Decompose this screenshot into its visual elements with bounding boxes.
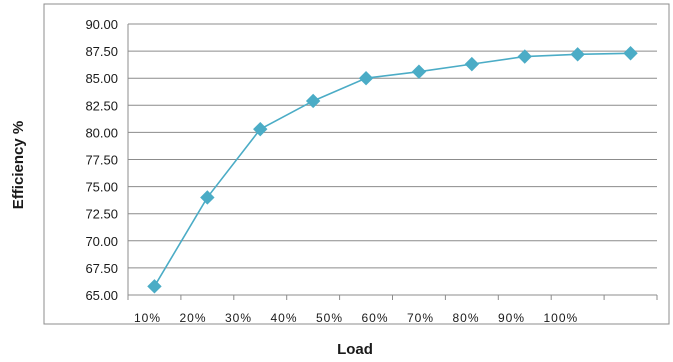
series-line bbox=[153, 52, 631, 287]
data-point-marker bbox=[623, 46, 638, 61]
x-tick-labels: 10% 20% 30% 40% 50% 60% 70% 80% 90% 100% bbox=[134, 311, 579, 325]
gridlines bbox=[128, 23, 657, 269]
data-point-marker bbox=[253, 121, 268, 137]
x-tick-label: 90% bbox=[498, 311, 525, 325]
data-point-marker bbox=[464, 56, 480, 72]
axes bbox=[127, 24, 658, 300]
y-tick-label: 90.00 bbox=[85, 17, 118, 32]
data-point-marker bbox=[570, 47, 585, 62]
x-tick-label: 50% bbox=[316, 311, 343, 325]
series bbox=[147, 46, 638, 294]
x-tick-label: 100% bbox=[544, 311, 579, 325]
x-tick-label: 40% bbox=[271, 311, 298, 325]
x-tick-label: 20% bbox=[180, 311, 207, 325]
y-tick-label: 72.50 bbox=[85, 207, 118, 222]
y-axis-label: Efficiency % bbox=[10, 121, 27, 209]
y-tick-label: 82.50 bbox=[85, 98, 118, 113]
x-tick-label: 80% bbox=[453, 311, 480, 325]
chart-frame bbox=[43, 3, 670, 325]
data-point-marker bbox=[411, 64, 427, 79]
y-tick-label: 87.50 bbox=[85, 44, 118, 59]
data-point-marker bbox=[358, 70, 374, 86]
y-tick-label: 70.00 bbox=[85, 234, 118, 249]
data-point-marker bbox=[147, 279, 162, 294]
x-tick-label: 60% bbox=[362, 311, 389, 325]
y-tick-labels: 65.00 67.50 70.00 72.50 75.00 77.50 80.00 82.50… bbox=[85, 17, 118, 303]
y-tick-label: 80.00 bbox=[85, 125, 118, 140]
x-axis-label: Load bbox=[337, 341, 373, 358]
y-tick-label: 85.00 bbox=[85, 71, 118, 86]
x-tick-label: 70% bbox=[407, 311, 434, 325]
y-tick-label: 67.50 bbox=[85, 261, 118, 276]
y-tick-label: 77.50 bbox=[85, 153, 118, 168]
data-point-marker bbox=[517, 49, 532, 64]
data-point-marker bbox=[305, 93, 321, 109]
y-tick-label: 65.00 bbox=[85, 288, 118, 303]
data-point-marker bbox=[200, 190, 215, 205]
x-tick-label: 30% bbox=[225, 311, 252, 325]
x-tick-label: 10% bbox=[134, 311, 161, 325]
y-tick-label: 75.00 bbox=[85, 180, 118, 195]
